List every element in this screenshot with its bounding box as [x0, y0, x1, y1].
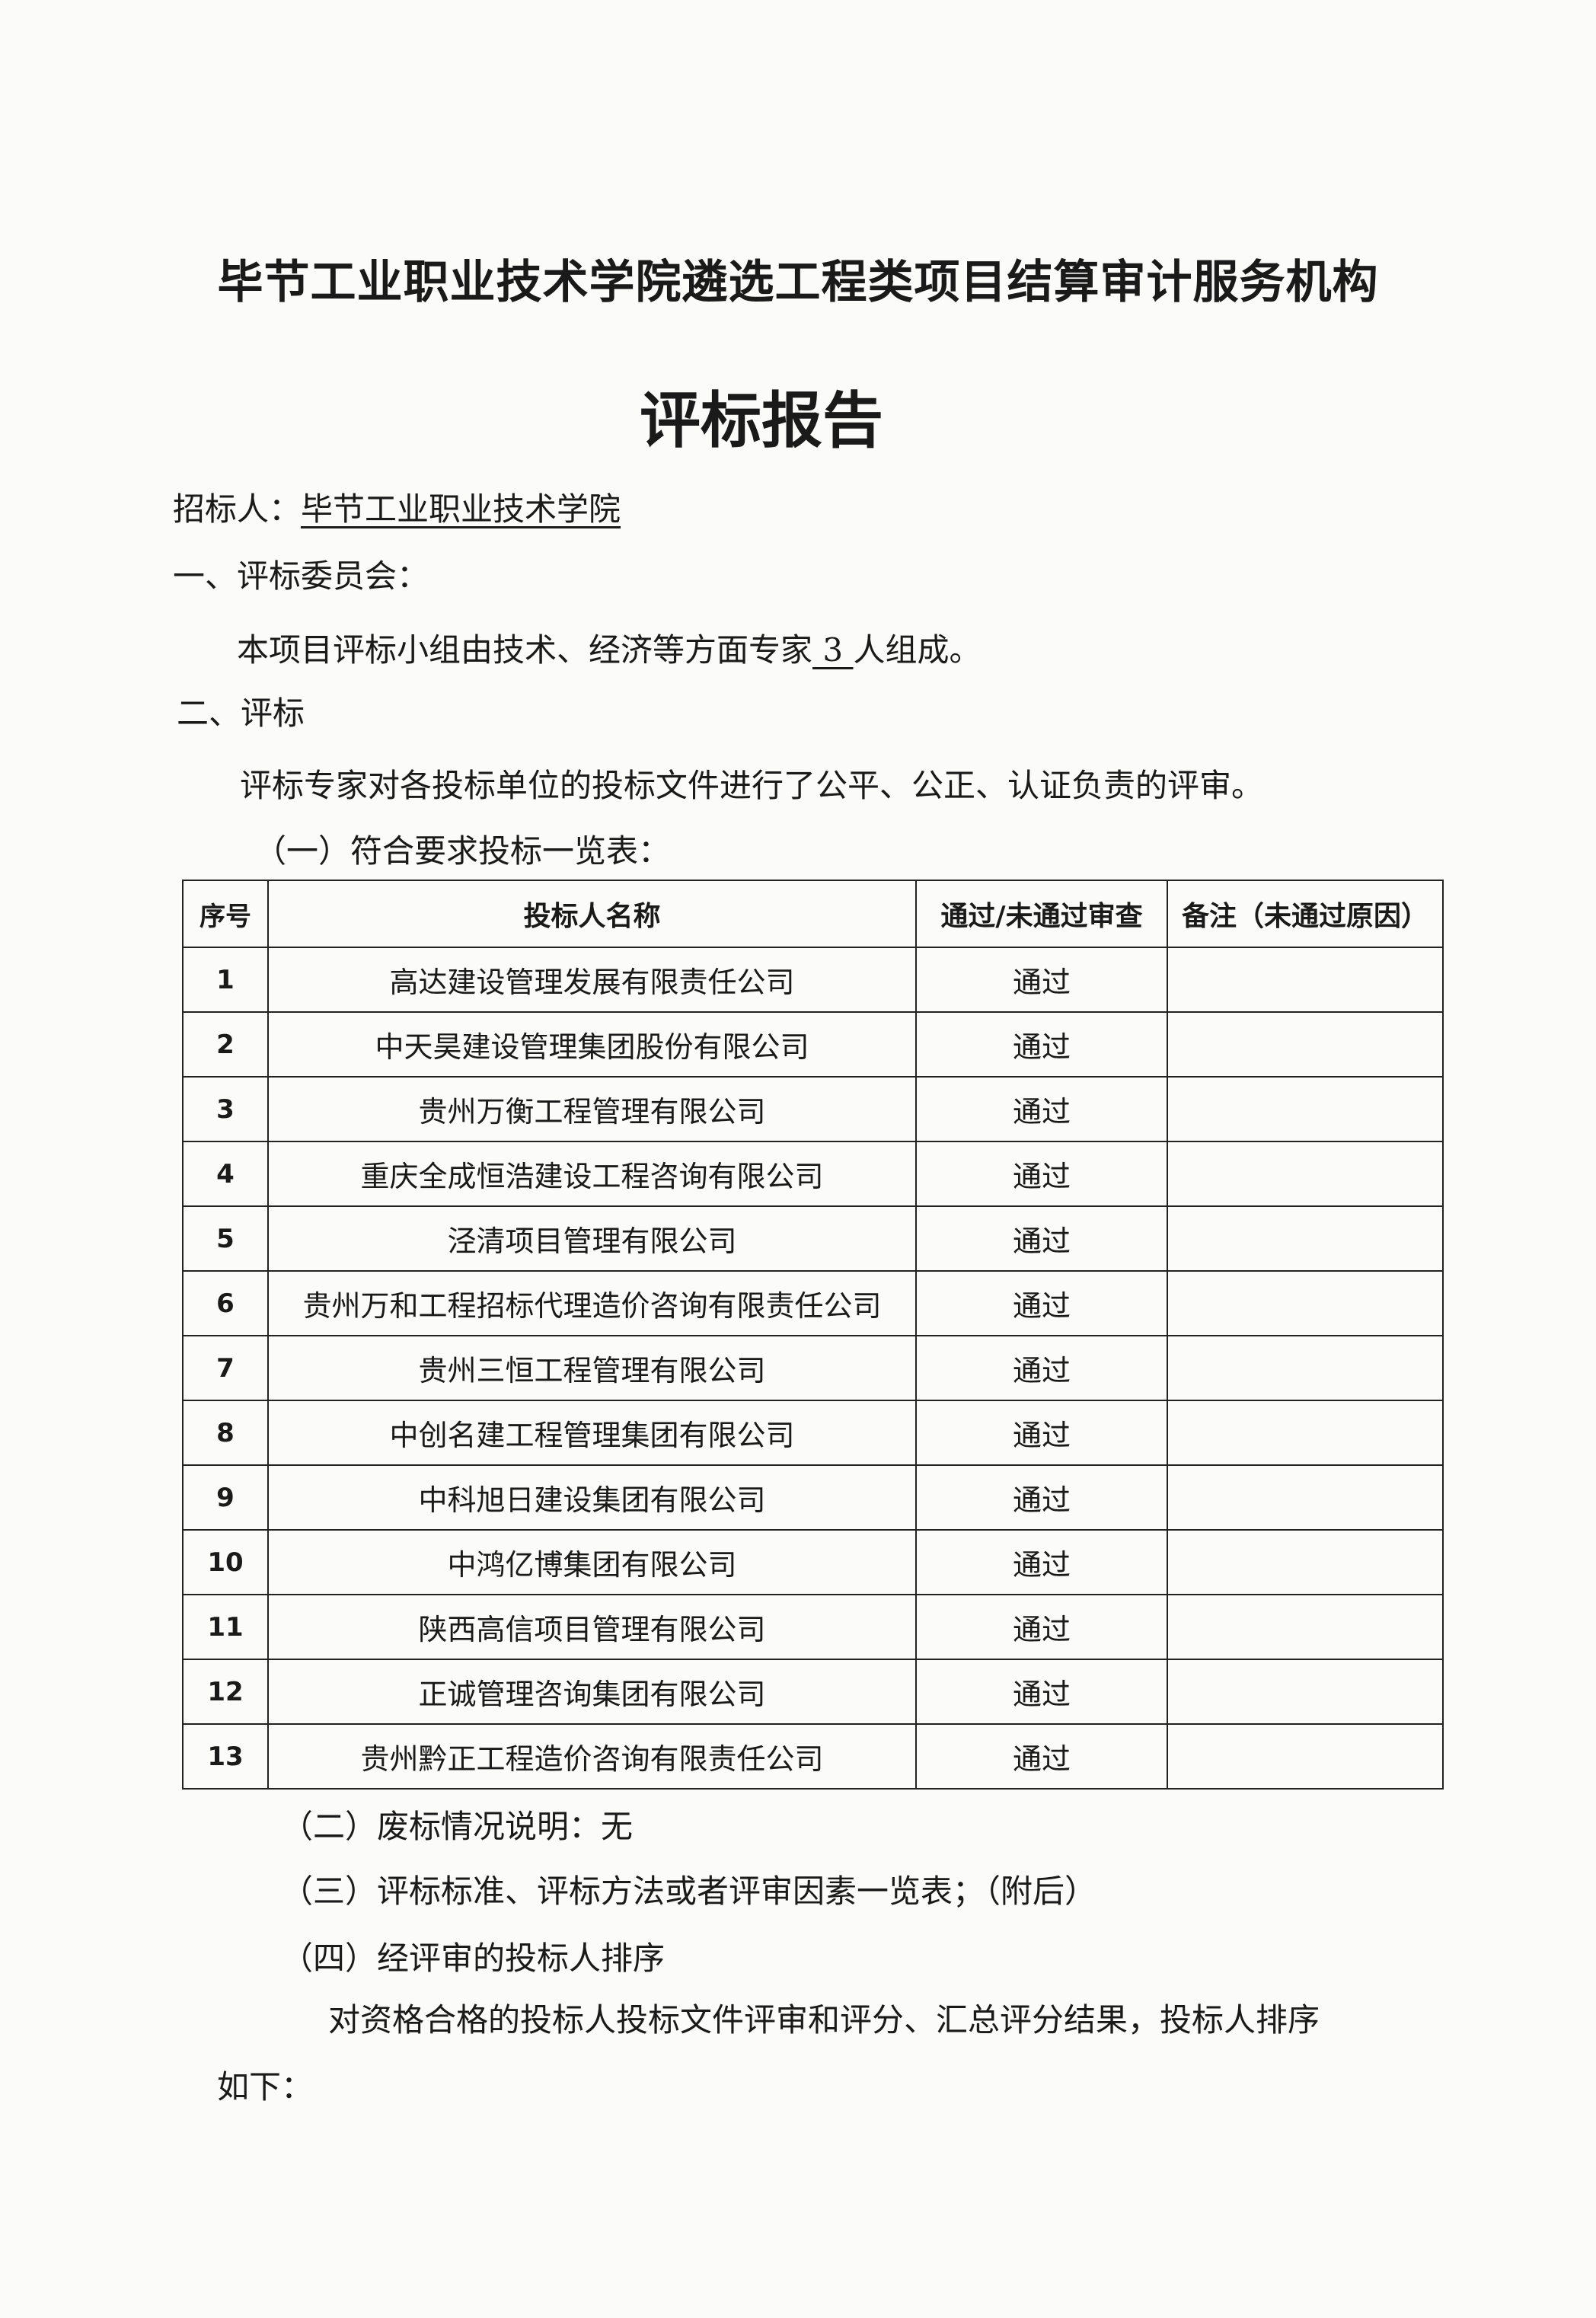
header-review-result: 通过/未通过审查 — [915, 880, 1168, 948]
header-no: 序号 — [182, 880, 269, 948]
cell-no: 1 — [182, 947, 269, 1013]
cell-review-result: 通过 — [915, 1205, 1168, 1272]
section-1-text: 本项目评标小组由技术、经济等方面专家 3 人组成。 — [237, 634, 981, 666]
cell-remarks — [1167, 1464, 1444, 1531]
cell-review-result: 通过 — [915, 1659, 1168, 1725]
cell-bidder-name: 陕西高信项目管理有限公司 — [267, 1594, 917, 1660]
cell-no: 12 — [182, 1659, 269, 1725]
qualified-bidders-table: 序号 投标人名称 通过/未通过审查 备注（未通过原因） 1 高达建设管理发展有限责… — [182, 880, 1444, 1790]
cell-no: 4 — [182, 1141, 269, 1207]
committee-text-a: 本项目评标小组由技术、经济等方面专家 — [237, 631, 813, 669]
cell-review-result: 通过 — [915, 1011, 1168, 1078]
committee-text-b: 人组成。 — [853, 631, 982, 669]
cell-no: 10 — [182, 1529, 269, 1595]
cell-bidder-name: 正诚管理咨询集团有限公司 — [267, 1659, 917, 1725]
cell-bidder-name: 中科旭日建设集团有限公司 — [267, 1464, 917, 1531]
cell-bidder-name: 贵州黔正工程造价咨询有限责任公司 — [267, 1723, 917, 1790]
cell-remarks — [1167, 1011, 1444, 1078]
table-row: 6 贵州万和工程招标代理造价咨询有限责任公司 通过 — [182, 1270, 1444, 1336]
cell-remarks — [1167, 947, 1444, 1013]
cell-remarks — [1167, 1205, 1444, 1272]
cell-remarks — [1167, 1270, 1444, 1336]
cell-bidder-name: 中天昊建设管理集团股份有限公司 — [267, 1011, 917, 1078]
header-bidder-name: 投标人名称 — [267, 880, 917, 948]
section-2-heading: 二、评标 — [177, 694, 305, 732]
cell-review-result: 通过 — [915, 1723, 1168, 1790]
cell-remarks — [1167, 1723, 1444, 1790]
document-title: 毕节工业职业技术学院遴选工程类项目结算审计服务机构 — [217, 256, 1379, 309]
cell-no: 5 — [182, 1205, 269, 1272]
cell-review-result: 通过 — [915, 1529, 1168, 1595]
cell-review-result: 通过 — [915, 1076, 1168, 1142]
cell-remarks — [1167, 1141, 1444, 1207]
table-row: 9 中科旭日建设集团有限公司 通过 — [182, 1464, 1444, 1531]
table-row: 4 重庆全成恒浩建设工程咨询有限公司 通过 — [182, 1141, 1444, 1207]
cell-no: 3 — [182, 1076, 269, 1142]
table-row: 2 中天昊建设管理集团股份有限公司 通过 — [182, 1011, 1444, 1078]
cell-review-result: 通过 — [915, 1400, 1168, 1466]
table-row: 13 贵州黔正工程造价咨询有限责任公司 通过 — [182, 1723, 1444, 1790]
cell-no: 9 — [182, 1464, 269, 1531]
cell-review-result: 通过 — [915, 1464, 1168, 1531]
table-row: 5 泾清项目管理有限公司 通过 — [182, 1205, 1444, 1272]
cell-no: 8 — [182, 1400, 269, 1466]
subsection-2: （二）废标情况说明：无 — [281, 1808, 634, 1845]
cell-no: 13 — [182, 1723, 269, 1790]
table-row: 3 贵州万衡工程管理有限公司 通过 — [182, 1076, 1444, 1142]
cell-bidder-name: 泾清项目管理有限公司 — [267, 1205, 917, 1272]
tenderer-label: 招标人： — [173, 490, 302, 528]
cell-remarks — [1167, 1659, 1444, 1725]
section-2-text: 评标专家对各投标单位的投标文件进行了公平、公正、认证负责的评审。 — [240, 767, 1264, 804]
cell-remarks — [1167, 1529, 1444, 1595]
cell-bidder-name: 中鸿亿博集团有限公司 — [267, 1529, 917, 1595]
tenderer-line: 招标人：毕节工业职业技术学院 — [173, 493, 621, 525]
cell-bidder-name: 贵州三恒工程管理有限公司 — [267, 1335, 917, 1401]
cell-remarks — [1167, 1594, 1444, 1660]
report-heading: 评标报告 — [640, 385, 883, 456]
header-remarks: 备注（未通过原因） — [1167, 880, 1444, 948]
ranking-text-cont: 如下： — [217, 2068, 314, 2106]
cell-review-result: 通过 — [915, 1141, 1168, 1207]
ranking-text: 对资格合格的投标人投标文件评审和评分、汇总评分结果，投标人排序 — [328, 2001, 1320, 2039]
cell-bidder-name: 贵州万和工程招标代理造价咨询有限责任公司 — [267, 1270, 917, 1336]
cell-remarks — [1167, 1400, 1444, 1466]
table-row: 1 高达建设管理发展有限责任公司 通过 — [182, 947, 1444, 1013]
cell-review-result: 通过 — [915, 1270, 1168, 1336]
subsection-1-heading: （一）符合要求投标一览表： — [254, 832, 671, 870]
cell-review-result: 通过 — [915, 1335, 1168, 1401]
cell-bidder-name: 高达建设管理发展有限责任公司 — [267, 947, 917, 1013]
cell-review-result: 通过 — [915, 947, 1168, 1013]
cell-remarks — [1167, 1335, 1444, 1401]
subsection-4: （四）经评审的投标人排序 — [281, 1940, 666, 1977]
table-row: 8 中创名建工程管理集团有限公司 通过 — [182, 1400, 1444, 1466]
table-row: 10 中鸿亿博集团有限公司 通过 — [182, 1529, 1444, 1595]
tenderer-name: 毕节工业职业技术学院 — [301, 490, 621, 528]
cell-remarks — [1167, 1076, 1444, 1142]
cell-no: 7 — [182, 1335, 269, 1401]
table-row: 12 正诚管理咨询集团有限公司 通过 — [182, 1659, 1444, 1725]
subsection-3: （三）评标标准、评标方法或者评审因素一览表；（附后） — [281, 1873, 1097, 1910]
section-1-heading: 一、评标委员会： — [173, 557, 429, 595]
cell-bidder-name: 中创名建工程管理集团有限公司 — [267, 1400, 917, 1466]
table-header-row: 序号 投标人名称 通过/未通过审查 备注（未通过原因） — [182, 880, 1444, 948]
cell-review-result: 通过 — [915, 1594, 1168, 1660]
cell-bidder-name: 重庆全成恒浩建设工程咨询有限公司 — [267, 1141, 917, 1207]
cell-no: 2 — [182, 1011, 269, 1078]
cell-no: 6 — [182, 1270, 269, 1336]
table-row: 7 贵州三恒工程管理有限公司 通过 — [182, 1335, 1444, 1401]
expert-count: 3 — [812, 631, 854, 669]
cell-bidder-name: 贵州万衡工程管理有限公司 — [267, 1076, 917, 1142]
table-row: 11 陕西高信项目管理有限公司 通过 — [182, 1594, 1444, 1660]
cell-no: 11 — [182, 1594, 269, 1660]
